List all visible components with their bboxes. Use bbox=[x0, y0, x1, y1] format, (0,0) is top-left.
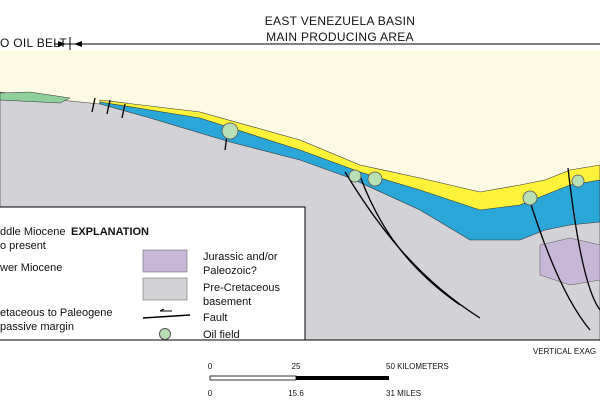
scale-label: 50 KILOMETERS bbox=[386, 362, 449, 371]
legend-label: Jurassic and/or bbox=[203, 251, 278, 263]
legend-label: Oil field bbox=[203, 329, 240, 341]
legend-label: wer Miocene bbox=[0, 262, 62, 274]
scale-label: 25 bbox=[292, 362, 301, 371]
passive-margin-lens bbox=[0, 91, 71, 104]
legend-label: Pre-Cretaceous bbox=[203, 282, 281, 294]
legend-label: Paleozoic? bbox=[203, 265, 257, 277]
legend-fault-symbol bbox=[142, 308, 191, 319]
legend-title: EXPLANATION bbox=[71, 226, 149, 238]
legend-label: Fault bbox=[203, 312, 227, 324]
legend-swatch bbox=[142, 249, 188, 273]
basin-title: EAST VENEZUELA BASIN bbox=[265, 14, 416, 28]
label-bg bbox=[0, 36, 54, 52]
jurassic-body bbox=[539, 237, 600, 286]
scale-label: 0 bbox=[208, 362, 213, 371]
legend-label: etaceous to Paleogene bbox=[0, 307, 113, 319]
legend-label: basement bbox=[203, 296, 251, 308]
extent-arrows bbox=[58, 41, 82, 47]
scale-label: 15.6 bbox=[288, 389, 304, 398]
legend-swatch bbox=[142, 277, 188, 301]
scale-label: 31 MILES bbox=[386, 389, 421, 398]
legend-label: o present bbox=[0, 240, 46, 252]
legend-label: ddle Miocene bbox=[0, 226, 65, 238]
scale-bar bbox=[209, 375, 389, 381]
legend-label: passive margin bbox=[0, 321, 74, 333]
oil-belt-label: O OIL BELT bbox=[0, 36, 67, 50]
exaggeration-note: VERTICAL EXAG bbox=[533, 347, 596, 356]
basin-subtitle: MAIN PRODUCING AREA bbox=[266, 30, 414, 44]
oil-fields bbox=[221, 122, 585, 206]
faults bbox=[91, 97, 600, 331]
scale-label: 0 bbox=[208, 389, 213, 398]
legend-oil-field bbox=[159, 328, 171, 340]
